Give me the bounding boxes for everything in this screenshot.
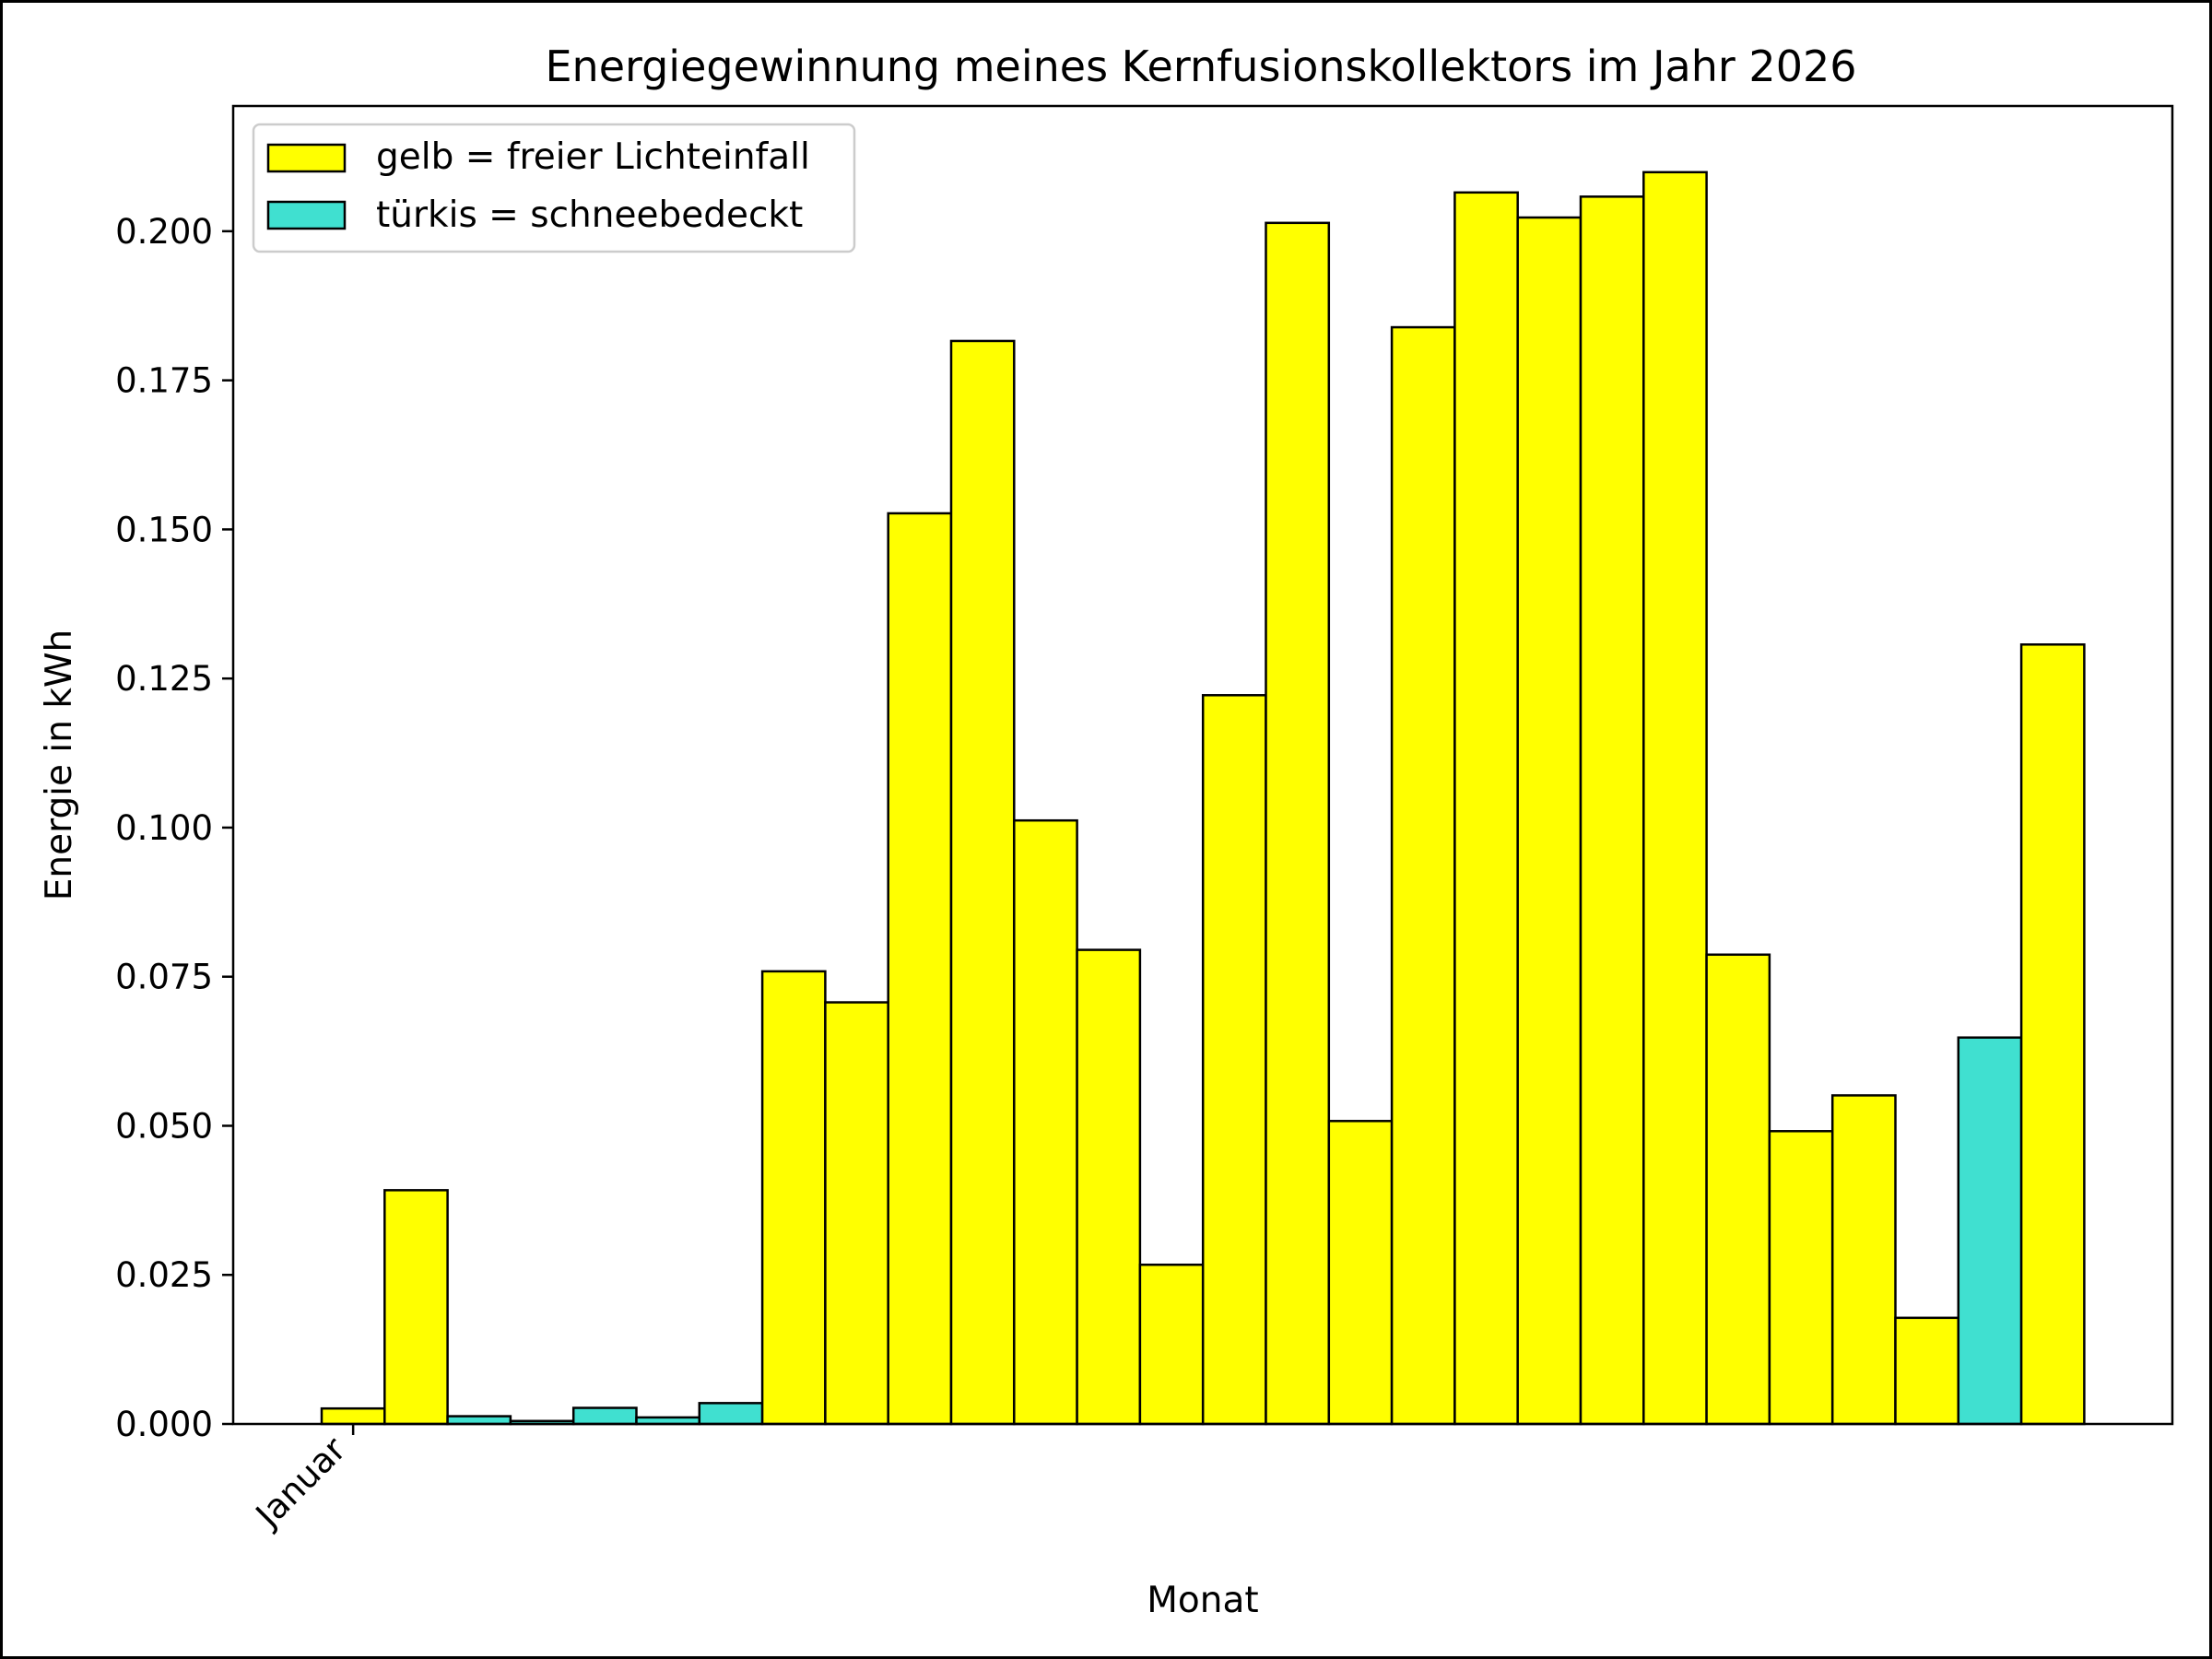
bar-17-yellow bbox=[1327, 1120, 1394, 1426]
bar-3-turquoise bbox=[446, 1415, 512, 1426]
bar-11-yellow bbox=[949, 339, 1016, 1426]
y-tick-label-2: 0.050 bbox=[115, 1106, 213, 1146]
legend-swatch-yellow bbox=[266, 143, 347, 173]
bar-22-yellow bbox=[1642, 171, 1708, 1426]
bar-chart: Energiegewinnung meines Kernfusionskolle… bbox=[39, 41, 2174, 1621]
legend-label-turquoise: türkis = schneebedeckt bbox=[376, 194, 803, 236]
bar-8-yellow bbox=[760, 970, 827, 1426]
bar-15-yellow bbox=[1201, 694, 1267, 1426]
bar-1-yellow bbox=[320, 1406, 386, 1426]
legend: gelb = freier Lichteinfall türkis = schn… bbox=[252, 123, 856, 253]
chart-title: Energiegewinnung meines Kernfusionskolle… bbox=[545, 41, 1856, 91]
bar-13-yellow bbox=[1076, 948, 1142, 1426]
bar-18-yellow bbox=[1390, 325, 1456, 1426]
y-tick-label-6: 0.150 bbox=[115, 510, 213, 549]
y-tick-label-4: 0.100 bbox=[115, 808, 213, 848]
bar-20-yellow bbox=[1516, 216, 1583, 1426]
y-tick-label-3: 0.075 bbox=[115, 958, 213, 997]
bar-27-turquoise bbox=[1957, 1036, 2023, 1426]
y-tick-label-0: 0.000 bbox=[115, 1405, 213, 1444]
bar-16-yellow bbox=[1265, 221, 1331, 1426]
y-tick-label-5: 0.125 bbox=[115, 659, 213, 699]
bar-24-yellow bbox=[1768, 1130, 1834, 1426]
bar-25-yellow bbox=[1830, 1094, 1897, 1426]
bar-23-yellow bbox=[1705, 953, 1771, 1426]
y-tick-label-8: 0.200 bbox=[115, 212, 213, 252]
bar-28-yellow bbox=[2019, 643, 2086, 1426]
bar-26-yellow bbox=[1894, 1316, 1960, 1426]
bar-19-yellow bbox=[1453, 191, 1519, 1426]
bar-9-yellow bbox=[824, 1001, 889, 1426]
bar-7-turquoise bbox=[698, 1402, 764, 1426]
bar-5-turquoise bbox=[571, 1406, 638, 1426]
bar-2-yellow bbox=[383, 1189, 449, 1426]
bar-12-yellow bbox=[1013, 818, 1078, 1426]
legend-label-yellow: gelb = freier Lichteinfall bbox=[376, 136, 810, 178]
x-axis: Januar bbox=[247, 1424, 355, 1535]
bar-14-yellow bbox=[1138, 1263, 1205, 1426]
bar-21-yellow bbox=[1579, 195, 1645, 1426]
x-axis-label: Monat bbox=[1147, 1580, 1258, 1621]
y-axis: 0.000 0.025 0.050 0.075 0.100 0.125 0.150 0.175… bbox=[115, 212, 233, 1444]
bar-10-yellow bbox=[887, 512, 953, 1426]
bars-group bbox=[320, 171, 2086, 1426]
y-tick-label-7: 0.175 bbox=[115, 361, 213, 401]
plot-frame bbox=[231, 104, 2174, 1426]
y-tick-label-1: 0.025 bbox=[115, 1255, 213, 1295]
legend-frame bbox=[252, 123, 856, 253]
legend-swatch-turquoise bbox=[266, 200, 347, 230]
x-tick-label-0: Januar bbox=[247, 1429, 354, 1535]
y-axis-label: Energie in kWh bbox=[39, 629, 80, 901]
